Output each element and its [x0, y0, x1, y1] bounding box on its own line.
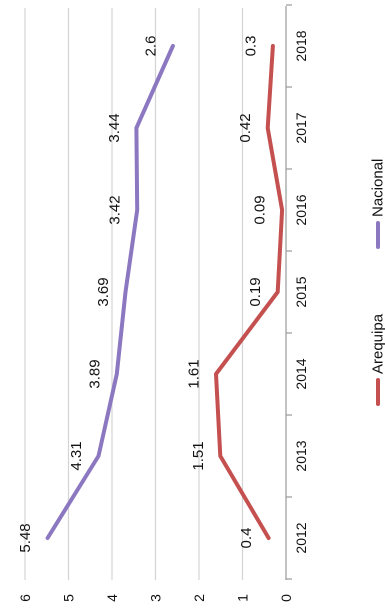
legend-label-arequipa: Arequipa [370, 313, 385, 374]
data-label-arequipa-2016: 0.09 [252, 195, 269, 224]
value-tick-label-0: 0 [278, 594, 294, 602]
data-label-arequipa-2014: 1.61 [185, 359, 202, 388]
data-label-nacional-2016: 3.42 [107, 195, 124, 224]
category-label-2017: 2017 [293, 112, 309, 143]
data-label-nacional-2012: 5.48 [17, 523, 34, 552]
category-label-2018: 2018 [293, 30, 309, 61]
data-label-nacional-2017: 3.44 [106, 113, 123, 142]
category-label-2013: 2013 [293, 440, 309, 471]
data-label-arequipa-2015: 0.19 [247, 277, 264, 306]
data-label-nacional-2018: 2.6 [142, 36, 159, 57]
legend-label-nacional: Nacional [370, 159, 385, 217]
series-lines [45, 44, 285, 540]
series-line-nacional [45, 44, 175, 540]
value-tick-label-4: 4 [104, 594, 120, 602]
category-label-2012: 2012 [293, 522, 309, 553]
value-tick-label-6: 6 [17, 594, 33, 602]
x-tick-labels: 2012 2013 2014 2015 2016 2017 2018 [293, 30, 309, 553]
value-tick-label-1: 1 [235, 594, 251, 602]
category-label-2015: 2015 [293, 276, 309, 307]
data-labels: 5.48 4.31 3.89 3.69 3.42 3.44 2.6 0.4 1.51 1.61 0.… [17, 36, 268, 553]
series-line-arequipa [214, 44, 285, 540]
value-tick-label-3: 3 [148, 594, 164, 602]
data-label-nacional-2013: 4.31 [68, 441, 85, 470]
data-label-nacional-2015: 3.69 [95, 277, 112, 306]
gridlines [24, 8, 244, 580]
y-tick-labels: 0 1 2 3 4 5 6 [17, 594, 294, 602]
data-label-arequipa-2012: 0.4 [238, 528, 255, 549]
legend-item-arequipa: Arequipa [370, 313, 385, 406]
data-label-nacional-2014: 3.89 [86, 359, 103, 388]
data-label-arequipa-2017: 0.42 [237, 113, 254, 142]
data-label-arequipa-2013: 1.51 [190, 441, 207, 470]
data-label-arequipa-2018: 0.3 [242, 36, 259, 57]
legend-item-nacional: Nacional [370, 159, 385, 249]
value-tick-label-2: 2 [191, 594, 207, 602]
legend: Arequipa Nacional [370, 159, 385, 406]
category-label-2014: 2014 [293, 358, 309, 389]
axes [285, 4, 292, 580]
category-label-2016: 2016 [293, 194, 309, 225]
value-tick-label-5: 5 [61, 594, 77, 602]
